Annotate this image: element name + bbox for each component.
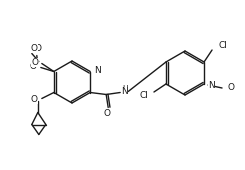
Text: O: O — [30, 44, 37, 53]
Text: Cl: Cl — [139, 90, 148, 99]
Text: O: O — [34, 44, 41, 53]
Text: H: H — [122, 85, 128, 94]
Text: O: O — [31, 95, 38, 104]
Text: N: N — [121, 87, 128, 96]
Text: O: O — [104, 109, 111, 118]
Text: Cl: Cl — [218, 40, 227, 49]
Text: N: N — [94, 66, 101, 75]
Text: N: N — [208, 81, 215, 89]
Text: O: O — [32, 58, 39, 67]
Text: O: O — [227, 83, 234, 92]
Text: O: O — [30, 62, 37, 71]
